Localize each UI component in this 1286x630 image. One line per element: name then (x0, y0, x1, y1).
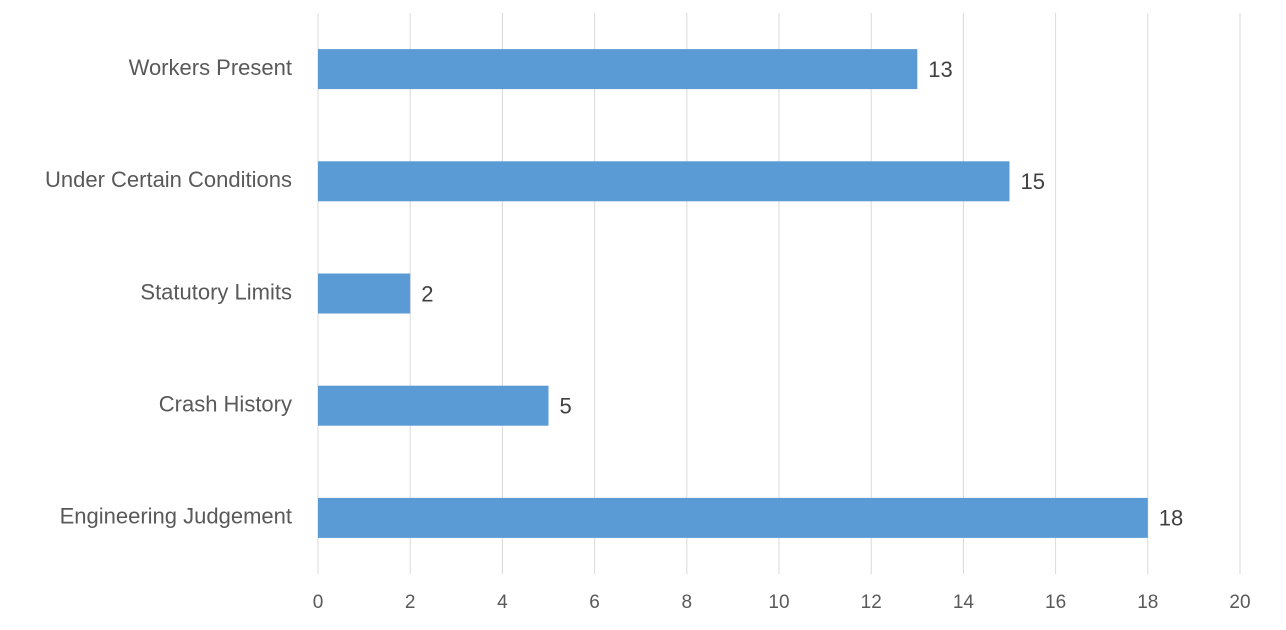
x-tick-label: 2 (405, 592, 416, 613)
x-tick-label: 14 (953, 592, 975, 613)
x-tick-label: 20 (1229, 592, 1250, 613)
y-tick-label: Engineering Judgement (60, 504, 292, 529)
x-tick-label: 0 (313, 592, 324, 613)
y-tick-label: Workers Present (129, 55, 292, 80)
value-label: 13 (928, 57, 952, 82)
x-tick-label: 4 (497, 592, 508, 613)
bar (318, 49, 918, 90)
value-label: 5 (560, 394, 572, 419)
y-tick-label: Statutory Limits (140, 279, 292, 304)
bar (318, 497, 1148, 538)
y-tick-label: Crash History (159, 392, 292, 417)
bar (318, 273, 411, 314)
value-label: 18 (1159, 506, 1183, 531)
x-tick-label: 8 (682, 592, 693, 613)
bar (318, 161, 1010, 202)
value-label: 2 (421, 281, 433, 306)
x-tick-label: 10 (768, 592, 789, 613)
x-tick-label: 12 (861, 592, 882, 613)
x-tick-label: 6 (589, 592, 600, 613)
x-tick-label: 18 (1137, 592, 1158, 613)
value-label: 15 (1021, 169, 1045, 194)
x-tick-label: 16 (1045, 592, 1066, 613)
bar (318, 385, 549, 426)
y-tick-label: Under Certain Conditions (45, 167, 292, 192)
